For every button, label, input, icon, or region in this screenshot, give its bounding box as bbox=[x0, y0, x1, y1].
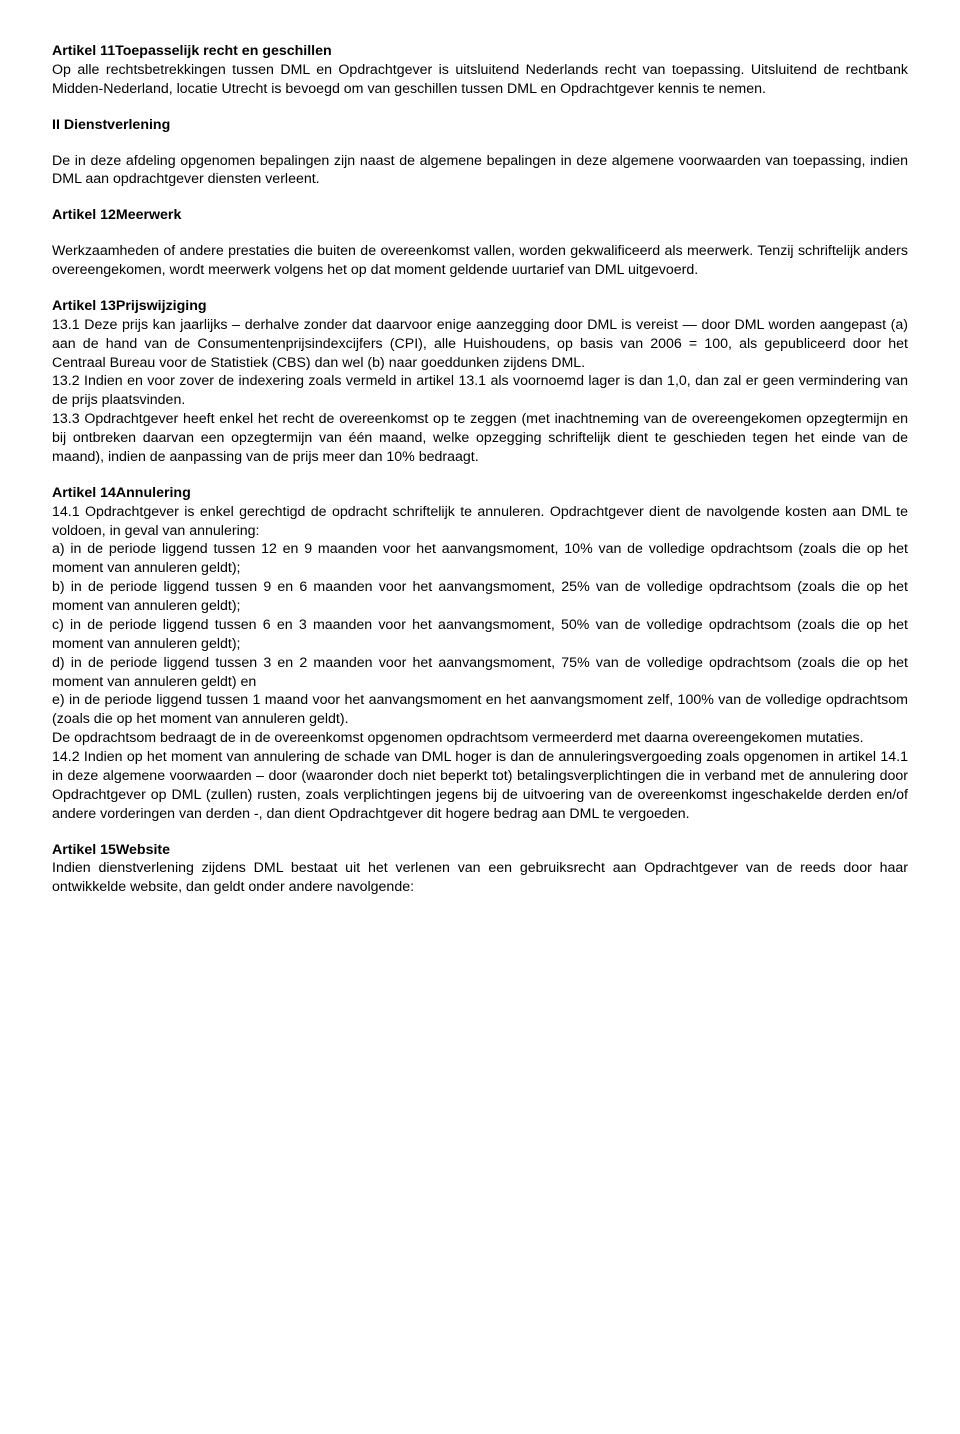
article-13-p2: 13.2 Indien en voor zover de indexering … bbox=[52, 372, 908, 410]
article-14-e: e) in de periode liggend tussen 1 maand … bbox=[52, 691, 908, 729]
article-14-p2: 14.2 Indien op het moment van annulering… bbox=[52, 748, 908, 824]
article-15-body: Indien dienstverlening zijdens DML besta… bbox=[52, 859, 908, 897]
article-14-a: a) in de periode liggend tussen 12 en 9 … bbox=[52, 540, 908, 578]
section-2-title: II Dienstverlening bbox=[52, 116, 908, 135]
article-11-body: Op alle rechtsbetrekkingen tussen DML en… bbox=[52, 61, 908, 99]
article-13-title: Prijswijziging bbox=[116, 298, 207, 314]
section-2-intro: De in deze afdeling opgenomen bepalingen… bbox=[52, 152, 908, 190]
article-14: Artikel 14Annulering 14.1 Opdrachtgever … bbox=[52, 484, 908, 824]
article-14-number: Artikel 14 bbox=[52, 485, 116, 501]
article-14-title: Annulering bbox=[116, 485, 191, 501]
article-14-d: d) in de periode liggend tussen 3 en 2 m… bbox=[52, 654, 908, 692]
article-11-number: Artikel 11 bbox=[52, 43, 115, 59]
article-14-b: b) in de periode liggend tussen 9 en 6 m… bbox=[52, 578, 908, 616]
article-13-p1: 13.1 Deze prijs kan jaarlijks – derhalve… bbox=[52, 316, 908, 373]
article-12-body: Werkzaamheden of andere prestaties die b… bbox=[52, 242, 908, 280]
article-14-intro: 14.1 Opdrachtgever is enkel gerechtigd d… bbox=[52, 503, 908, 541]
article-12-heading: Artikel 12Meerwerk bbox=[52, 206, 908, 225]
article-11-heading: Artikel 11Toepasselijk recht en geschill… bbox=[52, 42, 908, 61]
article-15-title: Website bbox=[116, 842, 170, 858]
article-11-title: Toepasselijk recht en geschillen bbox=[115, 43, 332, 59]
article-14-tail1: De opdrachtsom bedraagt de in de overeen… bbox=[52, 729, 908, 748]
article-14-c: c) in de periode liggend tussen 6 en 3 m… bbox=[52, 616, 908, 654]
article-13: Artikel 13Prijswijziging 13.1 Deze prijs… bbox=[52, 297, 908, 467]
article-12-number: Artikel 12 bbox=[52, 207, 116, 223]
article-15-number: Artikel 15 bbox=[52, 842, 116, 858]
article-13-p3: 13.3 Opdrachtgever heeft enkel het recht… bbox=[52, 410, 908, 467]
article-12-title: Meerwerk bbox=[116, 207, 181, 223]
article-13-number: Artikel 13 bbox=[52, 298, 116, 314]
article-15: Artikel 15Website Indien dienstverlening… bbox=[52, 841, 908, 898]
article-15-heading: Artikel 15Website bbox=[52, 841, 908, 860]
article-11: Artikel 11Toepasselijk recht en geschill… bbox=[52, 42, 908, 99]
article-14-heading: Artikel 14Annulering bbox=[52, 484, 908, 503]
article-13-heading: Artikel 13Prijswijziging bbox=[52, 297, 908, 316]
